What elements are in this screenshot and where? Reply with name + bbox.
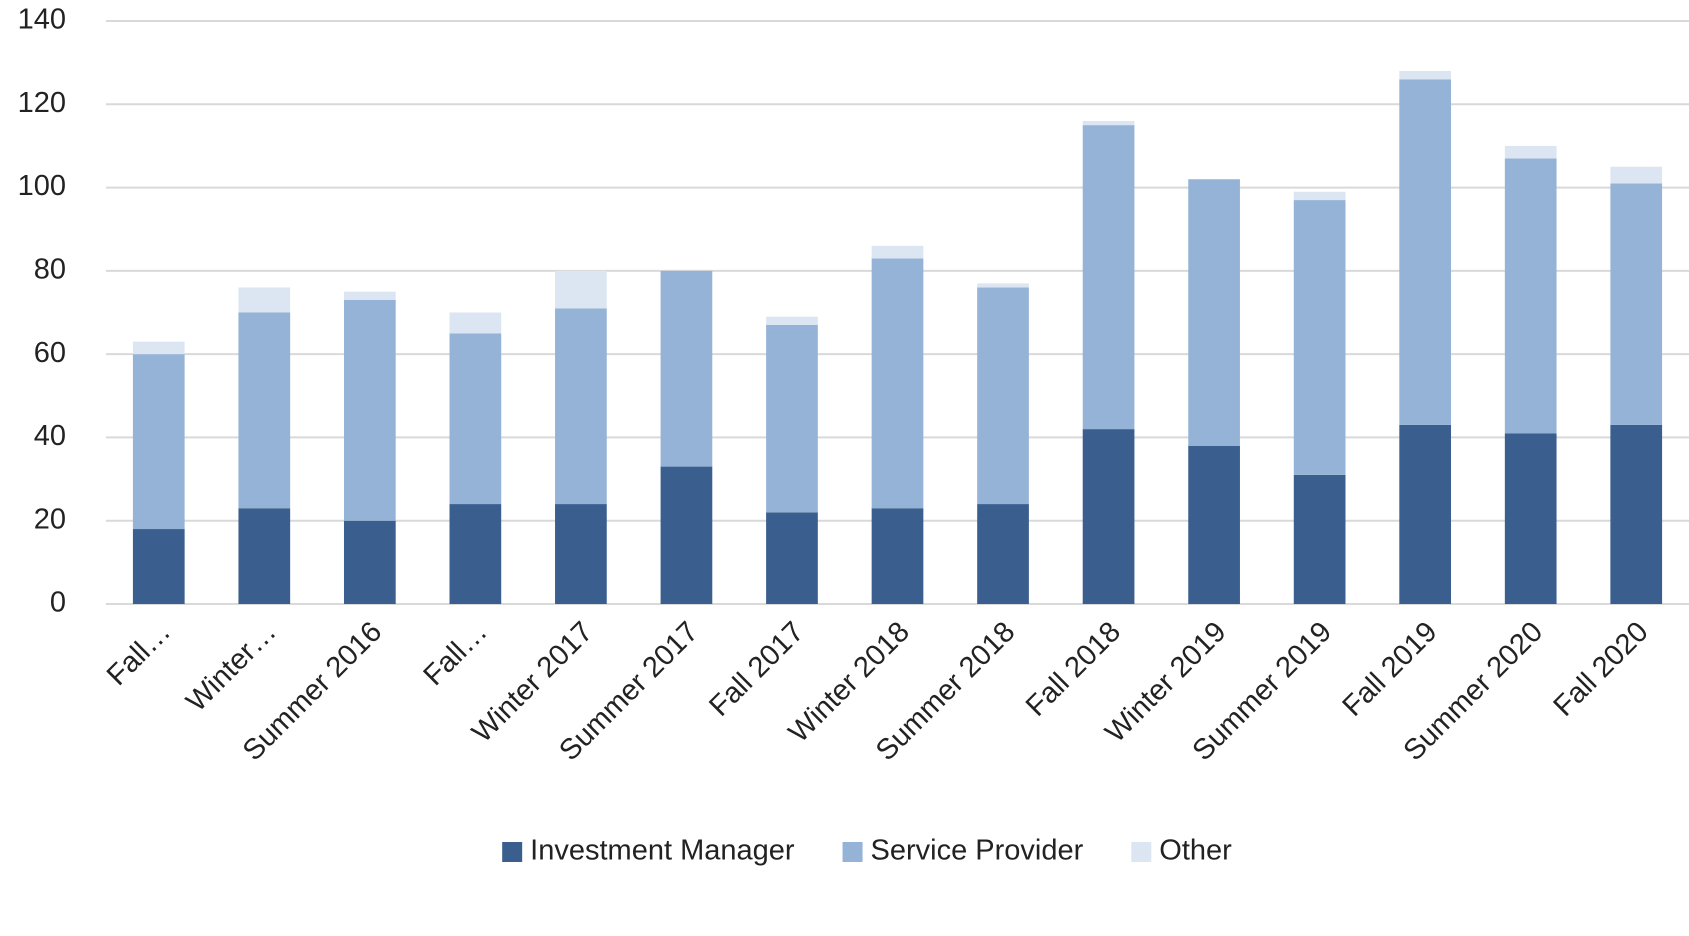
- bar-segment: [343, 300, 396, 521]
- bar-segment: [1504, 433, 1557, 604]
- bar-segment: [1610, 166, 1663, 184]
- bar-segment: [1504, 145, 1557, 159]
- bar-segment: [766, 512, 818, 604]
- legend-label: Investment Manager: [530, 835, 795, 867]
- x-tick-label: Fall…: [418, 616, 494, 692]
- y-tick-label: 140: [18, 4, 66, 36]
- bar-segment: [555, 270, 607, 309]
- bar-segment: [1610, 183, 1663, 425]
- bar-segment: [343, 520, 396, 604]
- bar-segment: [871, 245, 924, 259]
- legend-swatch: [842, 842, 863, 862]
- bar-segment: [1082, 120, 1135, 126]
- bar-segment: [238, 312, 291, 509]
- bar-segment: [1293, 474, 1346, 604]
- bar-segment: [977, 287, 1029, 505]
- bar-segment: [766, 316, 818, 325]
- y-tick-label: 40: [34, 420, 66, 452]
- bar-segment: [1399, 70, 1452, 80]
- bar-segment: [1610, 424, 1663, 604]
- bar-segment: [977, 504, 1029, 604]
- bar-segment: [1188, 445, 1240, 604]
- y-tick-label: 60: [34, 337, 66, 369]
- bar-segment: [1188, 179, 1240, 446]
- bar-segment: [1082, 125, 1135, 430]
- bar-segment: [449, 333, 502, 505]
- bar-segment: [132, 341, 185, 355]
- bar-segment: [871, 258, 924, 509]
- legend-label: Other: [1159, 835, 1232, 867]
- x-tick-label: Fall 2019: [1337, 616, 1444, 723]
- bar-segment: [977, 283, 1029, 288]
- y-tick-label: 0: [50, 587, 66, 619]
- bar-segment: [449, 312, 502, 334]
- bar-segment: [555, 308, 607, 505]
- bar-segment: [660, 466, 713, 604]
- bar-segment: [238, 287, 291, 313]
- bar-segment: [449, 504, 502, 604]
- y-tick-label: 100: [18, 170, 66, 202]
- bar-segment: [660, 270, 713, 467]
- bar-segment: [1293, 200, 1346, 475]
- bar-segment: [555, 504, 607, 604]
- bar-segment: [1504, 158, 1557, 434]
- bar-segment: [132, 354, 185, 530]
- legend-swatch: [1131, 842, 1152, 862]
- y-tick-label: 20: [34, 503, 66, 535]
- x-tick-label: Fall 2018: [1020, 616, 1127, 723]
- y-tick-label: 120: [18, 87, 66, 119]
- bar-segment: [238, 508, 291, 604]
- legend-swatch: [502, 842, 523, 862]
- legend-label: Service Provider: [871, 835, 1084, 867]
- x-tick-label: Fall 2017: [703, 616, 810, 723]
- y-tick-label: 80: [34, 254, 66, 286]
- bar-segment: [343, 291, 396, 301]
- x-tick-label: Winter…: [180, 616, 282, 718]
- x-tick-label: Fall…: [101, 616, 177, 692]
- bar-segment: [1399, 424, 1452, 604]
- x-tick-label: Fall 2020: [1548, 616, 1655, 723]
- bar-segment: [1293, 191, 1346, 201]
- bar-segment: [1082, 429, 1135, 604]
- bar-segment: [871, 508, 924, 604]
- bar-segment: [766, 324, 818, 513]
- bar-segment: [1399, 79, 1452, 425]
- bar-segment: [132, 529, 185, 604]
